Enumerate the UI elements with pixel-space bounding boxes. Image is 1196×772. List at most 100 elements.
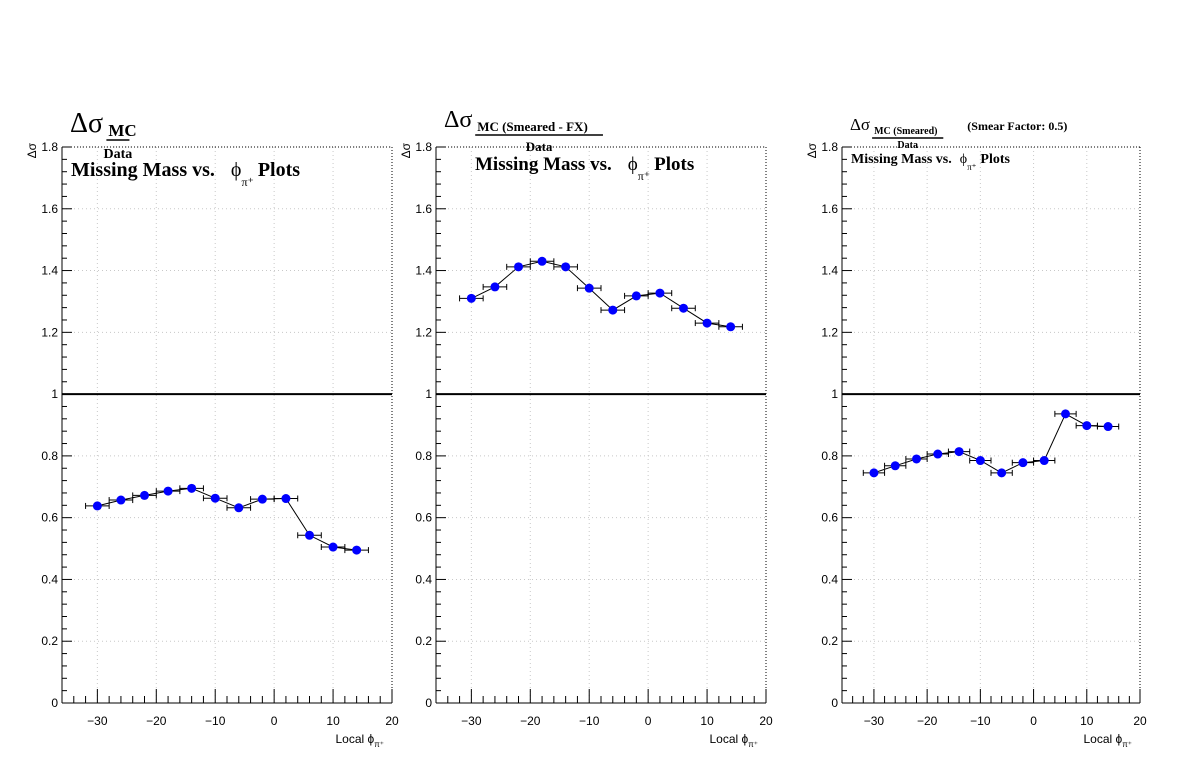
x-tick-label: 10 xyxy=(1080,714,1094,728)
data-point xyxy=(702,318,712,328)
x-tick-label: −10 xyxy=(205,714,226,728)
data-point xyxy=(281,494,291,504)
y-tick-label: 1 xyxy=(51,387,58,401)
x-axis-title-text: Local ϕ xyxy=(710,732,749,746)
data-point xyxy=(912,454,921,464)
data-point xyxy=(608,305,618,315)
data-point xyxy=(561,262,571,272)
y-tick-label: 1.2 xyxy=(415,325,432,339)
series-line xyxy=(873,413,1109,474)
y-tick-label: 0.6 xyxy=(821,511,838,525)
y-tick-label: 1.4 xyxy=(415,264,432,278)
data-point xyxy=(490,282,500,292)
x-tick-label: −30 xyxy=(87,714,108,728)
chart-subtitle-phi: ϕ xyxy=(960,152,967,167)
chart-title-denominator: Data xyxy=(897,140,918,151)
data-point xyxy=(997,468,1007,478)
data-point xyxy=(679,303,688,313)
x-axis-title-subscript: π⁺ xyxy=(1122,740,1132,749)
x-tick-label: −20 xyxy=(917,714,938,728)
y-tick-label: 0.8 xyxy=(821,449,838,463)
data-point xyxy=(975,456,985,466)
chart-subtitle: Missing Mass vs. ϕπ⁺ Plots xyxy=(71,159,300,189)
x-tick-label: 20 xyxy=(385,714,399,728)
data-point xyxy=(655,288,665,298)
data-point xyxy=(257,494,267,504)
data-point xyxy=(305,530,314,540)
x-tick-label: 10 xyxy=(326,714,340,728)
x-tick-label: 0 xyxy=(1030,714,1037,728)
x-tick-label: 0 xyxy=(645,714,652,728)
x-tick-label: 20 xyxy=(1133,714,1147,728)
data-point xyxy=(210,493,220,503)
data-point xyxy=(1039,456,1049,466)
series-line xyxy=(471,260,731,328)
data-point xyxy=(116,495,126,505)
y-tick-label: 1.4 xyxy=(41,264,58,278)
data-point xyxy=(466,293,476,303)
data-point xyxy=(187,483,197,493)
chart-subtitle-subscript: π⁺ xyxy=(241,175,253,189)
chart-subtitle-suffix: Plots xyxy=(654,154,694,175)
data-point xyxy=(954,447,964,457)
y-tick-label: 0.2 xyxy=(821,634,838,648)
y-tick-label: 1.4 xyxy=(821,264,838,278)
x-axis-title: Local ϕπ⁺ xyxy=(336,732,385,749)
data-point xyxy=(1103,422,1113,432)
chart-title-numerator: MC xyxy=(108,121,136,140)
y-tick-label: 1.8 xyxy=(41,140,58,154)
y-axis-title: Δσ xyxy=(805,142,819,158)
y-axis-title: Δσ xyxy=(399,142,413,158)
data-point xyxy=(933,449,943,459)
x-axis-title-text: Local ϕ xyxy=(336,732,375,746)
y-tick-label: 0.8 xyxy=(415,449,432,463)
chart-subtitle-subscript: π⁺ xyxy=(967,162,977,172)
x-axis-title-subscript: π⁺ xyxy=(748,740,758,749)
x-tick-label: 0 xyxy=(271,714,278,728)
x-axis-title: Local ϕπ⁺ xyxy=(710,732,759,749)
x-tick-label: −10 xyxy=(579,714,600,728)
chart-subtitle: Missing Mass vs. ϕπ⁺ Plots xyxy=(475,154,694,183)
chart-subtitle-subscript: π⁺ xyxy=(638,169,650,183)
chart-subtitle-prefix: Missing Mass vs. xyxy=(475,154,612,175)
y-tick-label: 1.6 xyxy=(821,202,838,216)
x-tick-label: −30 xyxy=(864,714,885,728)
data-point xyxy=(1082,421,1092,431)
x-tick-label: 10 xyxy=(700,714,714,728)
data-point xyxy=(890,461,900,471)
chart-subtitle-prefix: Missing Mass vs. xyxy=(71,159,215,181)
data-point xyxy=(631,291,641,301)
data-point xyxy=(726,322,736,332)
y-tick-label: 0.2 xyxy=(41,634,58,648)
y-tick-label: 0.4 xyxy=(41,572,58,586)
y-tick-label: 0.8 xyxy=(41,449,58,463)
data-point xyxy=(163,486,173,496)
chart-subtitle-suffix: Plots xyxy=(258,159,300,181)
chart-subtitle-phi: ϕ xyxy=(231,159,242,181)
data-point xyxy=(584,283,594,293)
data-point xyxy=(869,468,879,478)
data-point xyxy=(1061,409,1070,419)
data-point xyxy=(1018,458,1028,468)
y-tick-label: 0.6 xyxy=(41,511,58,525)
y-axis-title: Δσ xyxy=(25,142,39,158)
x-axis-title-subscript: π⁺ xyxy=(374,740,384,749)
chart-title-numerator: MC (Smeared) xyxy=(874,126,937,137)
chart-title-symbol: Δσ xyxy=(850,115,870,134)
data-point xyxy=(352,545,362,555)
chart-title-symbol: Δσ xyxy=(444,107,472,133)
y-tick-label: 1.2 xyxy=(41,325,58,339)
chart-title-denominator: Data xyxy=(526,139,553,154)
chart-title-numerator: MC (Smeared - FX) xyxy=(477,119,588,134)
chart-panel-1: 0 0.2 0.4 0.6 0.8 1 1.2 1.4 1.6 1.8 −30 −20 −10 0 10 20… xyxy=(25,108,399,749)
y-tick-label: 1.2 xyxy=(821,325,838,339)
chart-title-symbol: Δσ xyxy=(70,108,103,139)
x-tick-label: −20 xyxy=(146,714,167,728)
data-point xyxy=(92,501,102,511)
y-tick-label: 1.8 xyxy=(415,140,432,154)
data-point xyxy=(328,542,338,552)
y-tick-label: 0 xyxy=(831,696,838,710)
y-tick-label: 0 xyxy=(425,696,432,710)
y-tick-label: 0 xyxy=(51,696,58,710)
